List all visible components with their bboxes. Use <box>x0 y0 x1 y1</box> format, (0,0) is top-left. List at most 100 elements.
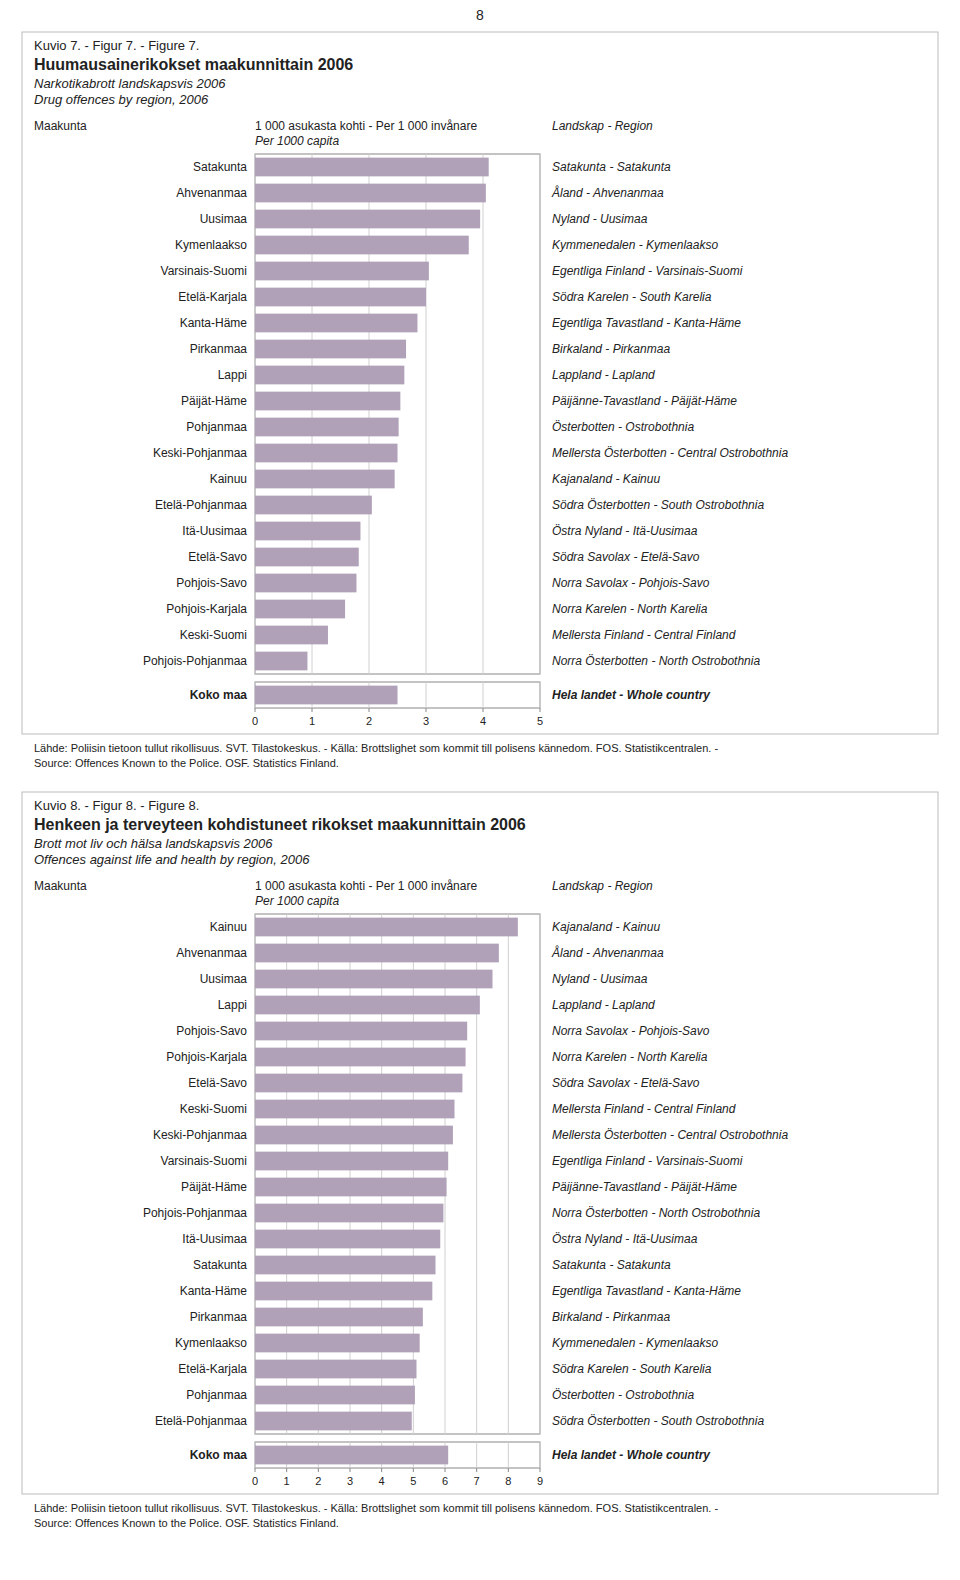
total-frame <box>255 682 540 708</box>
tick-mark <box>483 708 484 712</box>
axis-label: Per 1000 capita <box>255 894 339 908</box>
bar <box>255 1074 462 1093</box>
column-header: Landskap - Region <box>552 119 653 133</box>
grid-line <box>255 154 256 674</box>
source: Source: Offences Known to the Police. OS… <box>34 1517 339 1529</box>
category-label: Pohjois-Karjala <box>166 602 247 616</box>
category-label: Pohjanmaa <box>186 1388 247 1402</box>
secondary-label: Lappland - Lapland <box>552 368 655 382</box>
category-label: Varsinais-Suomi <box>161 264 247 278</box>
category-label: Satakunta <box>193 1258 247 1272</box>
panel: Kuvio 7. - Figur 7. - Figure 7.Huumausai… <box>22 32 938 769</box>
tick-mark <box>540 708 541 712</box>
secondary-label: Egentliga Tavastland - Kanta-Häme <box>552 1284 741 1298</box>
source: Source: Offences Known to the Police. OS… <box>34 757 339 769</box>
tick-label: 2 <box>315 1475 321 1487</box>
total-bars <box>255 686 398 705</box>
tick-label: 3 <box>423 715 429 727</box>
total-label: Koko maa <box>190 688 248 702</box>
bar <box>255 236 469 255</box>
category-label: Itä-Uusimaa <box>182 1232 247 1246</box>
secondary-label: Södra Karelen - South Karelia <box>552 1362 712 1376</box>
secondary-label: Kajanaland - Kainuu <box>552 472 660 486</box>
category-label: Etelä-Savo <box>188 550 247 564</box>
source: Lähde: Poliisin tietoon tullut rikollisu… <box>34 742 718 754</box>
category-label: Kainuu <box>210 472 247 486</box>
category-label: Pirkanmaa <box>190 342 248 356</box>
grid-line <box>445 914 446 1434</box>
grid-line <box>426 682 427 708</box>
tick-mark <box>286 1468 287 1472</box>
grid-line <box>508 914 509 1434</box>
bar <box>255 1446 448 1465</box>
tick-mark <box>255 1468 256 1472</box>
category-label: Etelä-Pohjanmaa <box>155 498 247 512</box>
category-label: Pohjois-Savo <box>176 576 247 590</box>
bar <box>255 1204 443 1223</box>
panel-border <box>22 792 938 1494</box>
grid-line <box>483 154 484 674</box>
secondary-label: Åland - Ahvenanmaa <box>551 945 664 960</box>
bar <box>255 314 417 333</box>
bar <box>255 1230 440 1249</box>
secondary-label: Norra Savolax - Pohjois-Savo <box>552 1024 710 1038</box>
secondary-label: Kymmenedalen - Kymenlaakso <box>552 238 718 252</box>
bar <box>255 210 480 229</box>
total-secondary-label: Hela landet - Whole country <box>552 688 711 702</box>
subtitle: Drug offences by region, 2006 <box>34 92 209 107</box>
title: Henkeen ja terveyteen kohdistuneet rikok… <box>34 816 526 833</box>
tick-label: 4 <box>480 715 486 727</box>
secondary-label: Mellersta Österbotten - Central Ostrobot… <box>552 1128 788 1142</box>
secondary-label: Norra Karelen - North Karelia <box>552 1050 708 1064</box>
tick-label: 7 <box>474 1475 480 1487</box>
tick-label: 3 <box>347 1475 353 1487</box>
category-label: Kanta-Häme <box>180 316 248 330</box>
axis-label: Per 1000 capita <box>255 134 339 148</box>
source: Lähde: Poliisin tietoon tullut rikollisu… <box>34 1502 718 1514</box>
tick-mark <box>312 708 313 712</box>
grid-line <box>312 154 313 674</box>
category-label: Lappi <box>218 368 247 382</box>
grid-line <box>476 1442 477 1468</box>
bar <box>255 686 398 705</box>
grid-line <box>381 914 382 1434</box>
axis-label: 1 000 asukasta kohti - Per 1 000 invånar… <box>255 879 477 893</box>
tick-mark <box>413 1468 414 1472</box>
secondary-label: Södra Savolax - Etelä-Savo <box>552 1076 700 1090</box>
secondary-label: Lappland - Lapland <box>552 998 655 1012</box>
axis-label: 1 000 asukasta kohti - Per 1 000 invånar… <box>255 119 477 133</box>
bar <box>255 1126 453 1145</box>
grid-line <box>540 682 541 708</box>
tick-label: 5 <box>537 715 543 727</box>
category-label: Pohjois-Pohjanmaa <box>143 654 247 668</box>
column-header: Maakunta <box>34 879 87 893</box>
bar <box>255 1282 432 1301</box>
category-label: Etelä-Karjala <box>178 290 247 304</box>
grid-line <box>426 154 427 674</box>
secondary-label: Österbotten - Ostrobothnia <box>552 1388 694 1402</box>
secondary-label: Nyland - Uusimaa <box>552 972 648 986</box>
bar <box>255 574 356 593</box>
bar <box>255 1386 415 1405</box>
plot-frame <box>255 914 540 1434</box>
tick-mark <box>350 1468 351 1472</box>
secondary-label: Österbotten - Ostrobothnia <box>552 420 694 434</box>
bar <box>255 1100 455 1119</box>
bar <box>255 288 426 307</box>
secondary-label: Satakunta - Satakunta <box>552 160 671 174</box>
page-number: 8 <box>476 7 484 23</box>
bar <box>255 340 406 359</box>
grid-line <box>369 154 370 674</box>
panel-border <box>22 32 938 734</box>
bar <box>255 444 398 463</box>
bar <box>255 366 404 385</box>
bar <box>255 1256 436 1275</box>
bar <box>255 1178 447 1197</box>
bar <box>255 996 480 1015</box>
grid-line <box>540 914 541 1434</box>
tick-mark <box>476 1468 477 1472</box>
grid-line <box>483 682 484 708</box>
bar <box>255 1360 417 1379</box>
bars <box>255 918 518 1431</box>
tick-mark <box>540 1468 541 1472</box>
